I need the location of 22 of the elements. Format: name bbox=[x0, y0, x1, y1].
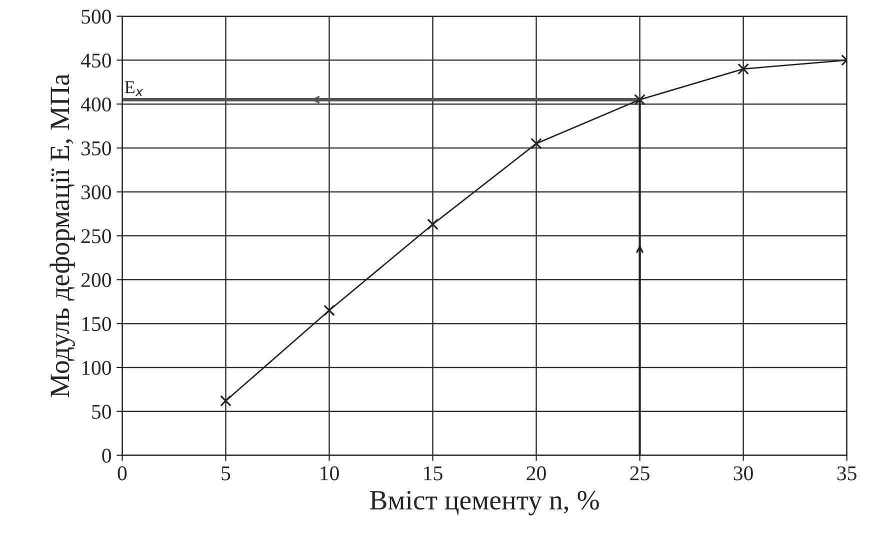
x-tick-label: 30 bbox=[734, 466, 753, 480]
x-tick-label: 15 bbox=[424, 466, 442, 480]
x-tick-label: 10 bbox=[320, 466, 339, 480]
y-tick-label: 0 bbox=[102, 448, 112, 463]
y-tick-label: 50 bbox=[92, 404, 112, 419]
y-tick-label: 450 bbox=[80, 54, 112, 68]
x-tick-label: 25 bbox=[630, 466, 650, 480]
y-tick-label: 100 bbox=[82, 360, 112, 375]
x-tick-label: 5 bbox=[222, 466, 230, 480]
y-tick-label: 250 bbox=[81, 229, 112, 244]
y-axis-title: Модуль деформації E, МПа bbox=[50, 74, 75, 398]
y-tick-label: 300 bbox=[82, 185, 112, 200]
x-tick-label: 20 bbox=[526, 466, 546, 480]
y-tick-label: 150 bbox=[82, 316, 112, 332]
y-tick-label: 400 bbox=[80, 97, 112, 112]
y-tick-label: 200 bbox=[81, 273, 112, 288]
y-tick-label: 500 bbox=[82, 10, 112, 24]
x-tick-label: 0 bbox=[118, 466, 127, 480]
ref-line-label: E$_{x}$ bbox=[124, 81, 144, 96]
x-axis-title: Вміст цементу n, % bbox=[370, 490, 599, 516]
x-tick-label: 35 bbox=[837, 466, 856, 480]
y-tick-label: 350 bbox=[82, 141, 112, 156]
